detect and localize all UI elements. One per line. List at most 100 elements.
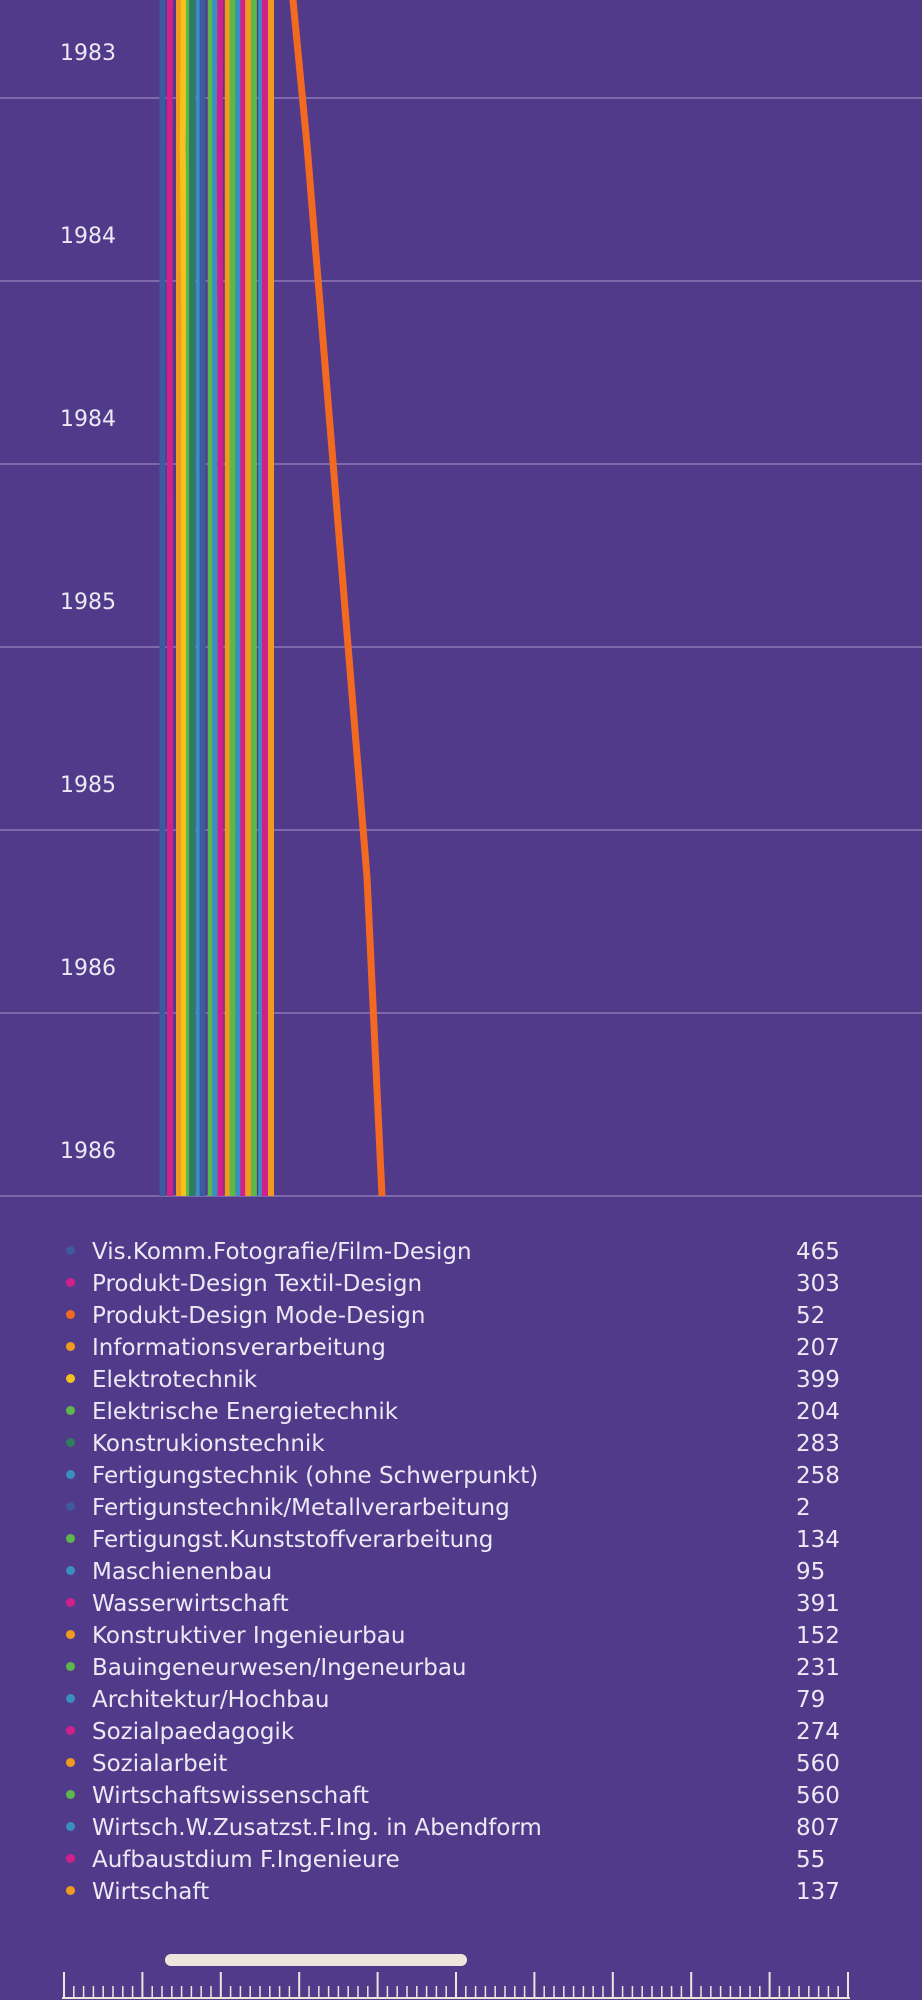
- legend-item: Produkt-Design Textil-Design 303: [0, 1268, 922, 1300]
- legend-value: 2: [796, 1495, 811, 1521]
- legend-color-swatch: [66, 1758, 75, 1767]
- legend-item: Fertigungst.Kunststoffverarbeitung 134: [0, 1524, 922, 1556]
- legend-item: Wirtschaft 137: [0, 1876, 922, 1908]
- horizontal-scrollbar-thumb[interactable]: [165, 1954, 467, 1966]
- legend-color-swatch: [66, 1342, 75, 1351]
- legend-item: Wirtschaftswissenschaft 560: [0, 1780, 922, 1812]
- legend-item: Vis.Komm.Fotografie/Film-Design 465: [0, 1236, 922, 1268]
- legend-label: Informationsverarbeitung: [92, 1335, 386, 1361]
- legend-color-swatch: [66, 1790, 75, 1799]
- legend-label: Wirtschaftswissenschaft: [92, 1783, 369, 1809]
- legend-item: Fertigunstechnik/Metallverarbeitung 2: [0, 1492, 922, 1524]
- legend-label: Konstruktiver Ingenieurbau: [92, 1623, 406, 1649]
- legend-value: 560: [796, 1751, 840, 1777]
- legend-value: 134: [796, 1527, 840, 1553]
- legend-value: 204: [796, 1399, 840, 1425]
- legend-value: 807: [796, 1815, 840, 1841]
- y-tick-label: 1985: [60, 590, 116, 615]
- legend-label: Elektrische Energietechnik: [92, 1399, 399, 1425]
- legend-value: 391: [796, 1591, 840, 1617]
- legend-color-swatch: [66, 1694, 75, 1703]
- legend-label: Produkt-Design Textil-Design: [92, 1271, 423, 1297]
- legend-label: Maschienenbau: [92, 1559, 273, 1585]
- legend-label: Elektrotechnik: [92, 1367, 258, 1393]
- legend-label: Wirtschaft: [92, 1879, 210, 1905]
- grid-lines: [0, 97, 922, 1197]
- y-tick-label: 1983: [60, 41, 116, 66]
- legend-value: 207: [796, 1335, 840, 1361]
- legend-item: Fertigungstechnik (ohne Schwerpunkt) 258: [0, 1460, 922, 1492]
- legend-item: Aufbaustdium F.Ingenieure 55: [0, 1844, 922, 1876]
- legend-label: Aufbaustdium F.Ingenieure: [92, 1847, 400, 1873]
- y-tick-label: 1984: [60, 407, 116, 432]
- legend-value: 303: [796, 1271, 840, 1297]
- legend-value: 95: [796, 1559, 826, 1585]
- legend-label: Sozialarbeit: [92, 1751, 228, 1777]
- legend: Vis.Komm.Fotografie/Film-Design 465 Produk…: [0, 1236, 922, 1908]
- legend-label: Fertigungstechnik (ohne Schwerpunkt): [92, 1463, 539, 1489]
- y-axis-ticks: 1983 1984 1984 1985 1985 1986 1986: [60, 41, 116, 1164]
- line-chart: 1983 1984 1984 1985 1985 1986 1986: [0, 0, 922, 1197]
- legend-value: 274: [796, 1719, 840, 1745]
- legend-value: 283: [796, 1431, 840, 1457]
- legend-color-swatch: [66, 1310, 75, 1319]
- legend-label: Fertigungst.Kunststoffverarbeitung: [92, 1527, 494, 1553]
- legend-value: 137: [796, 1879, 840, 1905]
- legend-label: Vis.Komm.Fotografie/Film-Design: [92, 1239, 472, 1265]
- series-line: [216, 0, 224, 1196]
- legend-item: Sozialarbeit 560: [0, 1748, 922, 1780]
- y-tick-label: 1984: [60, 224, 116, 249]
- series-line: [289, 0, 386, 1197]
- legend-item: Wirtsch.W.Zusatzst.F.Ing. in Abendform 80…: [0, 1812, 922, 1844]
- legend-value: 231: [796, 1655, 840, 1681]
- legend-label: Wasserwirtschaft: [92, 1591, 289, 1617]
- legend-value: 465: [796, 1239, 840, 1265]
- legend-value: 152: [796, 1623, 840, 1649]
- legend-label: Architektur/Hochbau: [92, 1687, 330, 1713]
- legend-color-swatch: [66, 1886, 75, 1895]
- y-tick-label: 1986: [60, 1139, 116, 1164]
- legend-color-swatch: [66, 1502, 75, 1511]
- legend-color-swatch: [66, 1534, 75, 1543]
- legend-item: Konstruktiver Ingenieurbau 152: [0, 1620, 922, 1652]
- legend-color-swatch: [66, 1662, 75, 1671]
- legend-item: Informationsverarbeitung 207: [0, 1332, 922, 1364]
- legend-value: 560: [796, 1783, 840, 1809]
- legend-color-swatch: [66, 1822, 75, 1831]
- y-tick-label: 1986: [60, 956, 116, 981]
- y-tick-label: 1985: [60, 773, 116, 798]
- legend-item: Wasserwirtschaft 391: [0, 1588, 922, 1620]
- legend-label: Fertigunstechnik/Metallverarbeitung: [92, 1495, 510, 1521]
- legend-item: Sozialpaedagogik 274: [0, 1716, 922, 1748]
- legend-item: Architektur/Hochbau 79: [0, 1684, 922, 1716]
- legend-item: Elektrotechnik 399: [0, 1364, 922, 1396]
- legend-value: 399: [796, 1367, 840, 1393]
- legend-color-swatch: [66, 1854, 75, 1863]
- legend-label: Bauingeneurwesen/Ingeneurbau: [92, 1655, 467, 1681]
- legend-item: Maschienenbau 95: [0, 1556, 922, 1588]
- legend-value: 55: [796, 1847, 826, 1873]
- legend-label: Wirtsch.W.Zusatzst.F.Ing. in Abendform: [92, 1815, 542, 1841]
- series-line: [179, 0, 188, 1196]
- legend-color-swatch: [66, 1246, 75, 1255]
- legend-item: Bauingeneurwesen/Ingeneurbau 231: [0, 1652, 922, 1684]
- legend-value: 79: [796, 1687, 826, 1713]
- legend-item: Konstrukionstechnik 283: [0, 1428, 922, 1460]
- legend-color-swatch: [66, 1726, 75, 1735]
- legend-color-swatch: [66, 1470, 75, 1479]
- legend-item: Produkt-Design Mode-Design 52: [0, 1300, 922, 1332]
- legend-value: 52: [796, 1303, 826, 1329]
- legend-label: Konstrukionstechnik: [92, 1431, 325, 1457]
- legend-color-swatch: [66, 1374, 75, 1383]
- legend-item: Elektrische Energietechnik 204: [0, 1396, 922, 1428]
- legend-color-swatch: [66, 1598, 75, 1607]
- timeline-ruler[interactable]: [0, 1968, 922, 2000]
- legend-color-swatch: [66, 1566, 75, 1575]
- legend-color-swatch: [66, 1630, 75, 1639]
- legend-label: Produkt-Design Mode-Design: [92, 1303, 426, 1329]
- legend-color-swatch: [66, 1406, 75, 1415]
- legend-color-swatch: [66, 1278, 75, 1287]
- legend-label: Sozialpaedagogik: [92, 1719, 295, 1745]
- series-lines: [159, 0, 386, 1197]
- legend-value: 258: [796, 1463, 840, 1489]
